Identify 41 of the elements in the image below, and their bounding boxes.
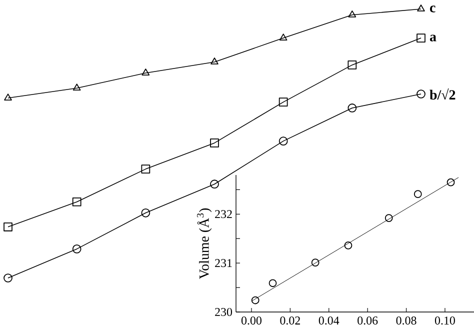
point <box>311 258 320 267</box>
point <box>72 197 82 206</box>
y-tick-label: 230 <box>215 308 232 316</box>
point <box>348 10 356 18</box>
y-tick-label: 231 <box>215 259 232 268</box>
point <box>142 68 150 76</box>
y-tick-label: 232 <box>215 210 232 218</box>
point <box>279 34 288 40</box>
point <box>4 94 12 100</box>
point <box>210 58 218 64</box>
series-label: c <box>430 6 436 12</box>
series-label: b/√2 <box>430 88 456 100</box>
x-tick-label: 0.06 <box>358 316 378 325</box>
point <box>344 242 352 250</box>
point <box>348 60 357 70</box>
point <box>72 244 82 254</box>
point <box>414 190 422 198</box>
point <box>4 222 12 232</box>
point <box>4 274 12 282</box>
x-tick-label: 0.00 <box>241 316 262 325</box>
x-tick-label: 0.08 <box>396 316 416 325</box>
point <box>417 4 425 12</box>
point <box>210 138 219 148</box>
point <box>446 178 455 186</box>
point <box>416 90 426 98</box>
x-tick-label: 0.04 <box>318 316 340 325</box>
point <box>210 180 219 189</box>
point <box>416 34 426 42</box>
series-label: a <box>430 34 436 42</box>
point <box>72 84 81 91</box>
x-tick-label: 0.10 <box>434 316 455 325</box>
point <box>268 279 277 288</box>
point <box>384 214 393 222</box>
point <box>348 104 357 112</box>
point <box>278 136 288 146</box>
point <box>141 208 150 218</box>
y-axis-title: Volume (Å$^{3}$) <box>197 208 212 280</box>
point <box>141 164 150 174</box>
point <box>251 296 260 304</box>
x-tick-label: 0.02 <box>280 316 300 325</box>
point <box>278 98 288 107</box>
